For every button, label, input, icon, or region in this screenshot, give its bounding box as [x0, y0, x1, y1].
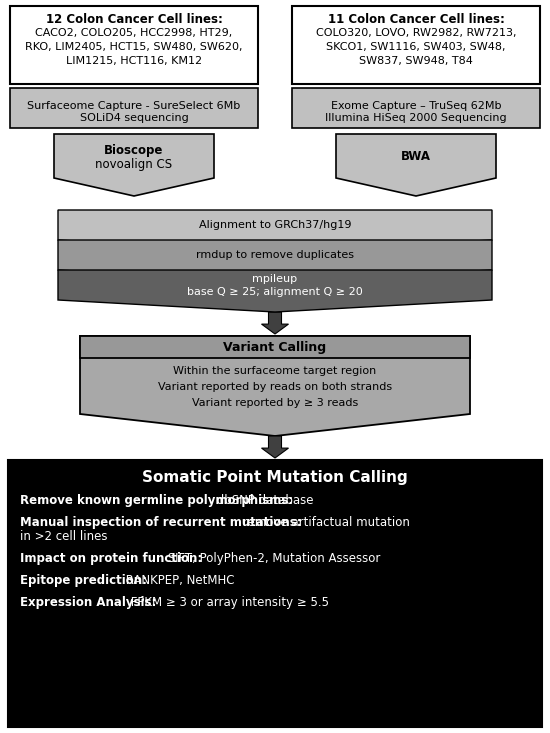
- Text: remove artifactual mutation: remove artifactual mutation: [239, 516, 410, 529]
- FancyBboxPatch shape: [80, 336, 470, 358]
- Text: RKO, LIM2405, HCT15, SW480, SW620,: RKO, LIM2405, HCT15, SW480, SW620,: [25, 42, 243, 52]
- Text: SIFT, PolyPhen-2, Mutation Assessor: SIFT, PolyPhen-2, Mutation Assessor: [164, 552, 381, 565]
- Text: Impact on protein function:: Impact on protein function:: [20, 552, 202, 565]
- Text: dbSNP database: dbSNP database: [213, 494, 313, 507]
- Text: Alignment to GRCh37/hg19: Alignment to GRCh37/hg19: [199, 220, 351, 230]
- Text: CACO2, COLO205, HCC2998, HT29,: CACO2, COLO205, HCC2998, HT29,: [35, 28, 233, 38]
- Polygon shape: [58, 270, 492, 312]
- Text: base Q ≥ 25; alignment Q ≥ 20: base Q ≥ 25; alignment Q ≥ 20: [187, 287, 363, 297]
- Text: Illumina HiSeq 2000 Sequencing: Illumina HiSeq 2000 Sequencing: [325, 113, 507, 123]
- FancyBboxPatch shape: [10, 88, 258, 128]
- FancyBboxPatch shape: [8, 460, 542, 727]
- Polygon shape: [58, 240, 492, 282]
- Text: Bioscope: Bioscope: [104, 144, 164, 157]
- Text: Variant reported by ≥ 3 reads: Variant reported by ≥ 3 reads: [192, 398, 358, 408]
- Text: FPKM ≥ 3 or array intensity ≥ 5.5: FPKM ≥ 3 or array intensity ≥ 5.5: [127, 596, 329, 609]
- Text: Surfaceome Capture - SureSelect 6Mb: Surfaceome Capture - SureSelect 6Mb: [28, 101, 241, 111]
- Text: BWA: BWA: [401, 150, 431, 163]
- Text: COLO320, LOVO, RW2982, RW7213,: COLO320, LOVO, RW2982, RW7213,: [316, 28, 516, 38]
- Text: Manual inspection of recurrent mutations:: Manual inspection of recurrent mutations…: [20, 516, 301, 529]
- Polygon shape: [80, 336, 470, 436]
- FancyBboxPatch shape: [10, 6, 258, 84]
- Polygon shape: [336, 134, 496, 196]
- Text: 11 Colon Cancer Cell lines:: 11 Colon Cancer Cell lines:: [328, 13, 504, 26]
- FancyBboxPatch shape: [292, 6, 540, 84]
- Polygon shape: [58, 210, 492, 252]
- Text: Within the surfaceome target region: Within the surfaceome target region: [173, 366, 377, 376]
- Text: Exome Capture – TruSeq 62Mb: Exome Capture – TruSeq 62Mb: [331, 101, 501, 111]
- FancyBboxPatch shape: [292, 88, 540, 128]
- Text: rmdup to remove duplicates: rmdup to remove duplicates: [196, 250, 354, 260]
- Polygon shape: [261, 436, 289, 458]
- Text: SOLiD4 sequencing: SOLiD4 sequencing: [80, 113, 188, 123]
- Text: RANKPEP, NetMHC: RANKPEP, NetMHC: [122, 574, 234, 587]
- Text: Remove known germline polymorphisms:: Remove known germline polymorphisms:: [20, 494, 293, 507]
- Text: SKCO1, SW1116, SW403, SW48,: SKCO1, SW1116, SW403, SW48,: [326, 42, 506, 52]
- Text: 12 Colon Cancer Cell lines:: 12 Colon Cancer Cell lines:: [46, 13, 222, 26]
- Polygon shape: [261, 312, 289, 334]
- Text: mpileup: mpileup: [252, 274, 298, 284]
- Text: Somatic Point Mutation Calling: Somatic Point Mutation Calling: [142, 470, 408, 485]
- Text: LIM1215, HCT116, KM12: LIM1215, HCT116, KM12: [66, 56, 202, 66]
- Text: SW837, SW948, T84: SW837, SW948, T84: [359, 56, 473, 66]
- Text: novoalign CS: novoalign CS: [96, 158, 173, 171]
- Polygon shape: [54, 134, 214, 196]
- Text: Expression Analysis:: Expression Analysis:: [20, 596, 156, 609]
- Text: Variant Calling: Variant Calling: [223, 341, 327, 353]
- Text: Epitope prediction:: Epitope prediction:: [20, 574, 147, 587]
- Text: in >2 cell lines: in >2 cell lines: [20, 530, 107, 543]
- Text: Variant reported by reads on both strands: Variant reported by reads on both strand…: [158, 382, 392, 392]
